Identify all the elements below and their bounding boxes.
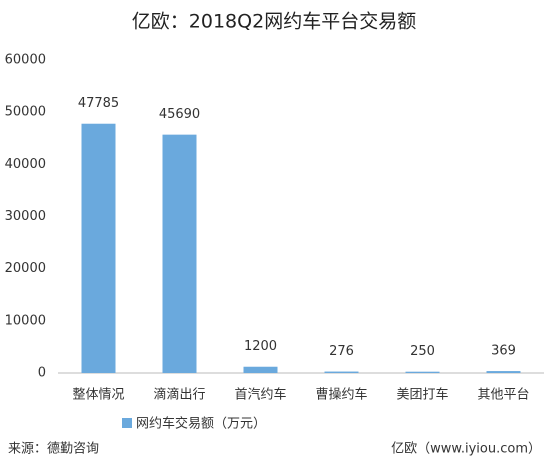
x-tick-label: 首汽约车 (234, 387, 286, 403)
legend-swatch (122, 418, 132, 428)
data-label: 45690 (159, 107, 200, 122)
y-tick-label: 60000 (5, 53, 46, 68)
data-label: 276 (329, 344, 354, 359)
y-tick-label: 30000 (5, 209, 46, 224)
bar (486, 371, 521, 373)
x-tick-label: 美团打车 (396, 387, 448, 403)
y-tick-label: 20000 (5, 261, 46, 276)
x-tick-label: 滴滴出行 (153, 387, 205, 403)
legend-label: 网约车交易额（万元） (136, 416, 266, 432)
y-tick-label: 50000 (5, 105, 46, 120)
y-tick-label: 40000 (5, 157, 46, 172)
y-tick-label: 0 (38, 366, 46, 381)
chart-title: 亿欧：2018Q2网约车平台交易额 (132, 11, 416, 33)
bar (324, 371, 359, 373)
data-label: 1200 (244, 339, 277, 354)
source-note: 来源：德勤咨询 (8, 442, 99, 457)
bar (81, 123, 116, 373)
data-label: 47785 (78, 96, 119, 111)
y-tick-label: 10000 (5, 313, 46, 328)
bar (162, 134, 197, 373)
data-label: 250 (410, 344, 435, 359)
bar (243, 366, 278, 373)
x-tick-label: 整体情况 (72, 388, 124, 403)
x-tick-label: 曹操约车 (315, 387, 367, 403)
data-label: 369 (491, 344, 516, 359)
bar (405, 371, 440, 373)
x-tick-label: 其他平台 (477, 388, 529, 403)
credit-note: 亿欧（www.iyiou.com） (391, 442, 541, 457)
